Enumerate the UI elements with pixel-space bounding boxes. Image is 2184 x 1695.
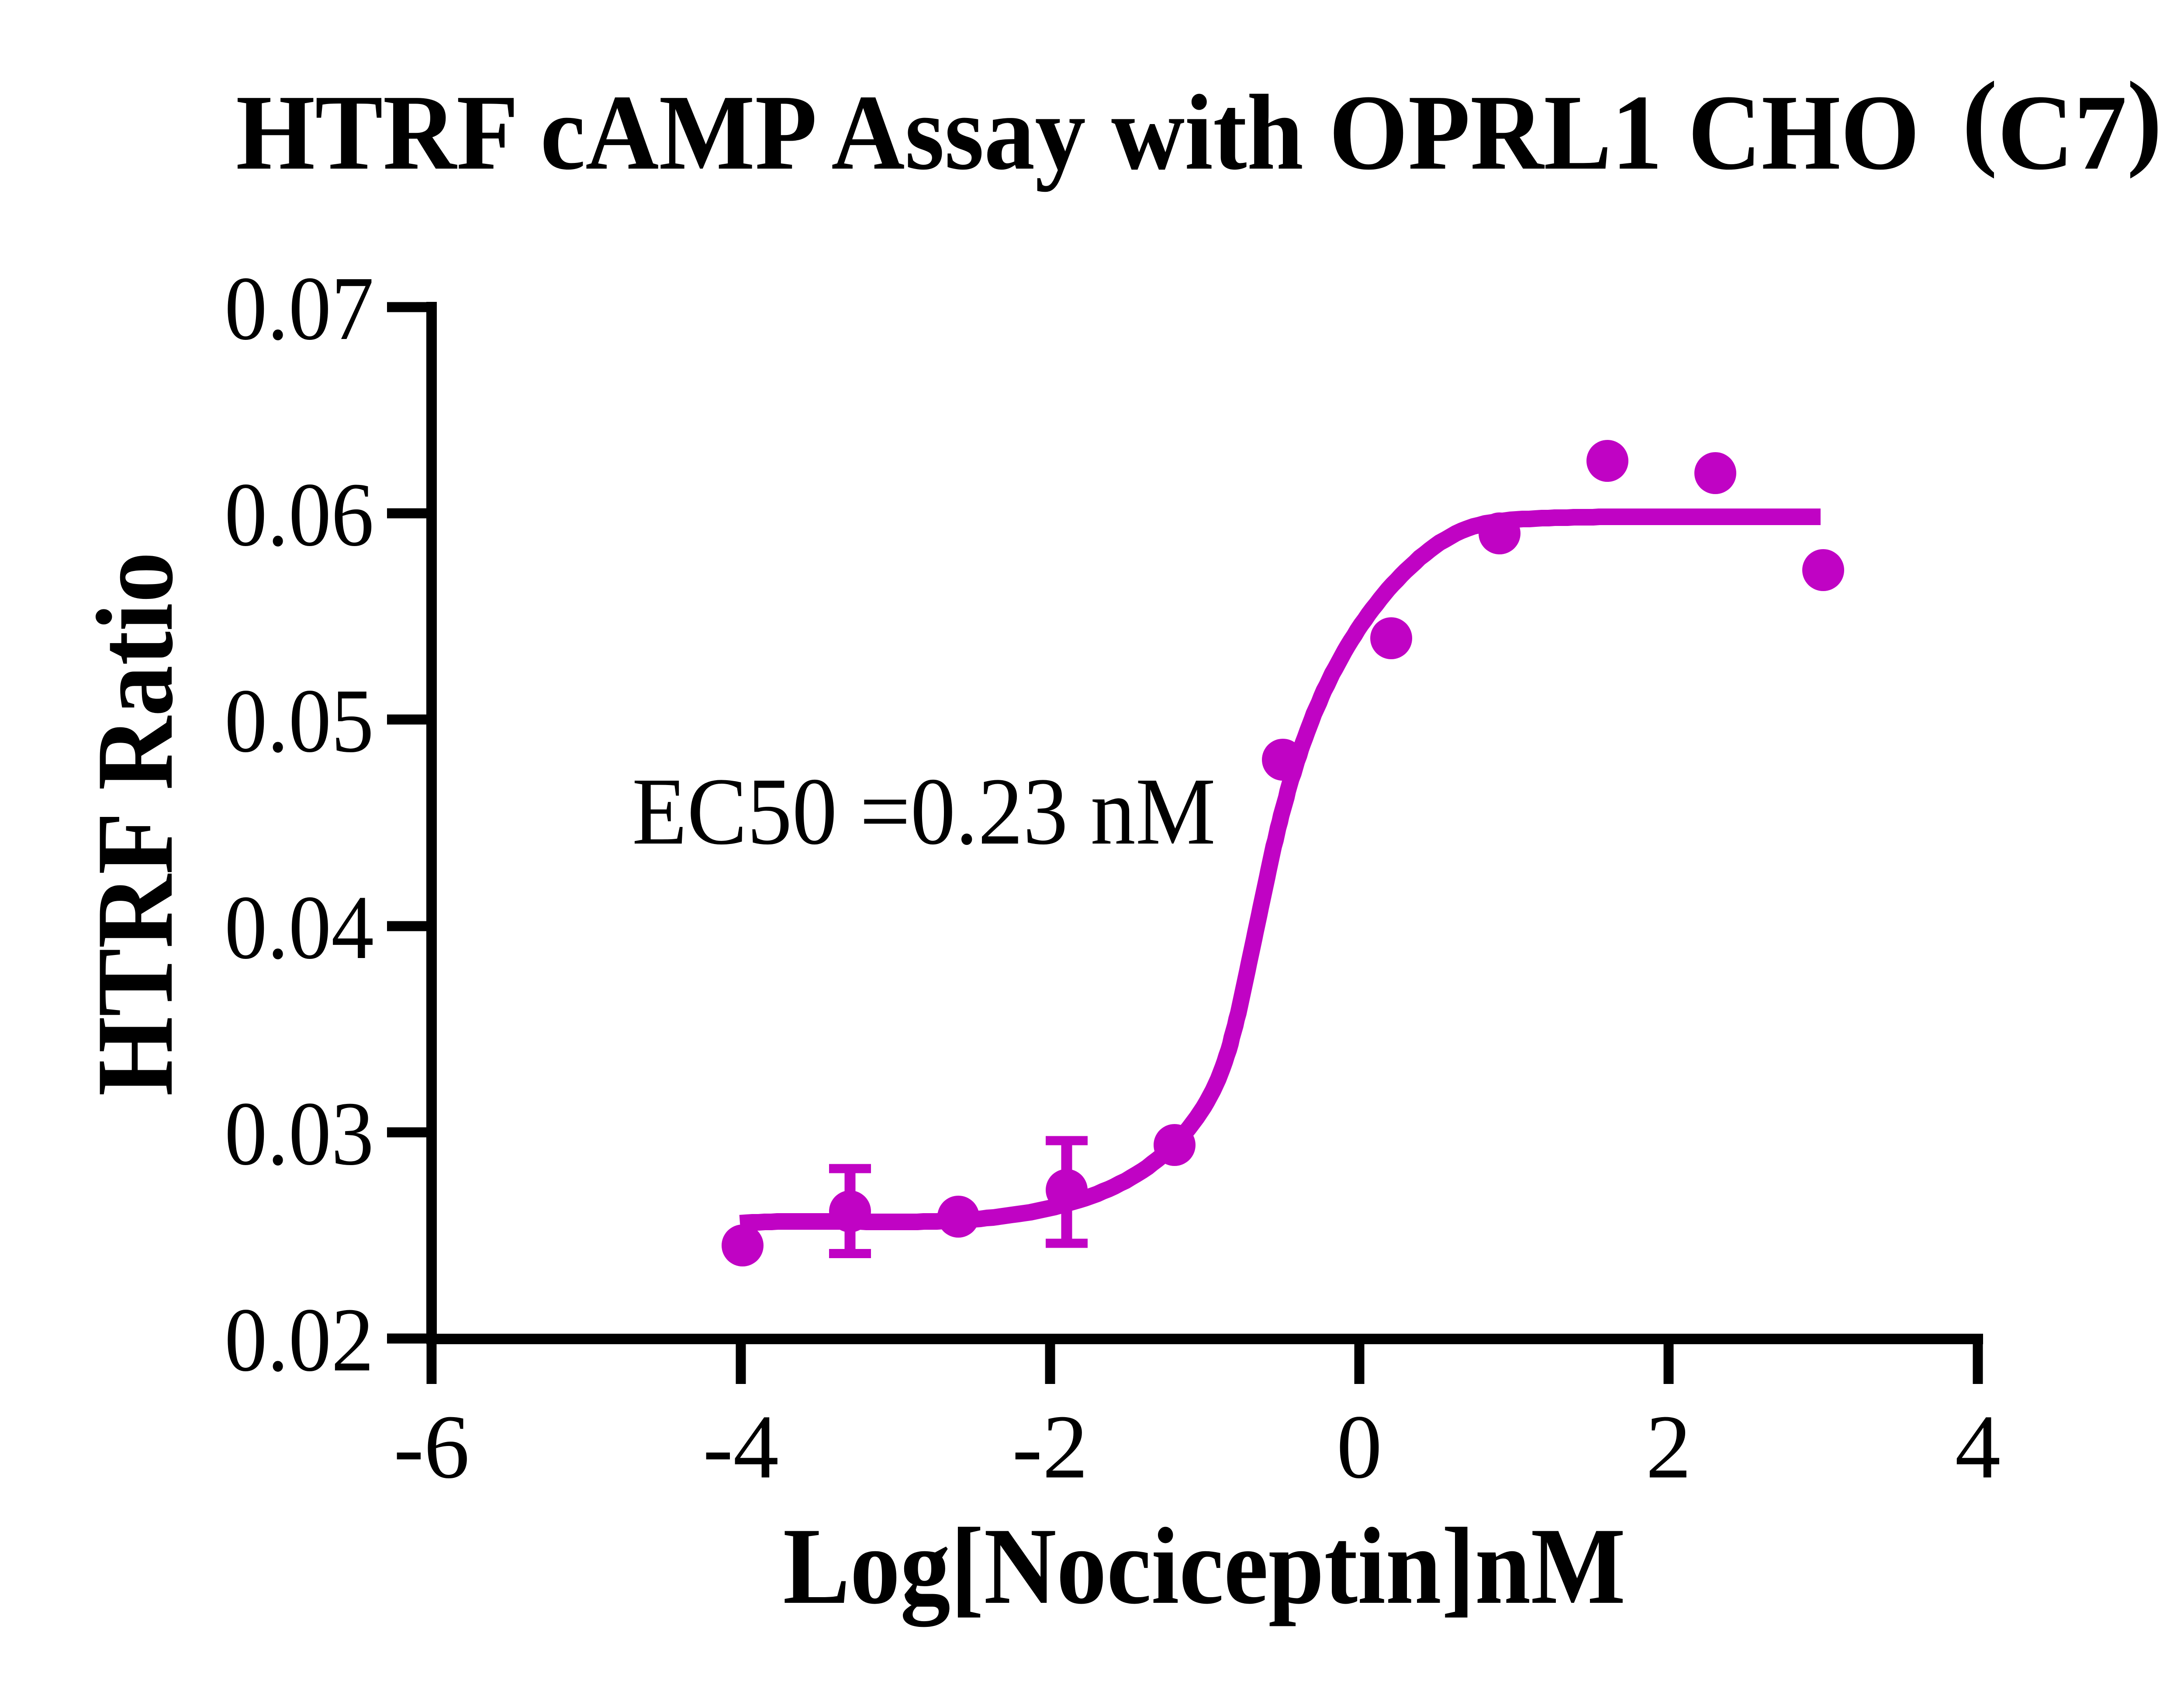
svg-text:0.06: 0.06	[225, 464, 374, 565]
svg-text:0.03: 0.03	[225, 1083, 374, 1184]
svg-text:2: 2	[1646, 1397, 1692, 1498]
svg-text:-6: -6	[394, 1397, 470, 1498]
svg-text:EC50 =0.23 nM: EC50 =0.23 nM	[632, 758, 1216, 865]
svg-text:4: 4	[1955, 1397, 2001, 1498]
svg-text:HTRF Ratio: HTRF Ratio	[74, 552, 196, 1096]
svg-text:0.02: 0.02	[225, 1290, 374, 1391]
svg-text:HTRF cAMP Assay with OPRL1 CHO: HTRF cAMP Assay with OPRL1 CHO	[236, 73, 1920, 192]
svg-text:0.05: 0.05	[225, 671, 374, 771]
svg-text:Log[Nociceptin]nM: Log[Nociceptin]nM	[783, 1505, 1626, 1627]
svg-text:-2: -2	[1012, 1397, 1088, 1498]
svg-text:-4: -4	[703, 1397, 779, 1498]
svg-text:(C7): (C7)	[1962, 60, 2162, 192]
svg-text:0: 0	[1337, 1397, 1382, 1498]
svg-text:0.07: 0.07	[225, 258, 374, 359]
svg-text:0.04: 0.04	[225, 877, 374, 978]
